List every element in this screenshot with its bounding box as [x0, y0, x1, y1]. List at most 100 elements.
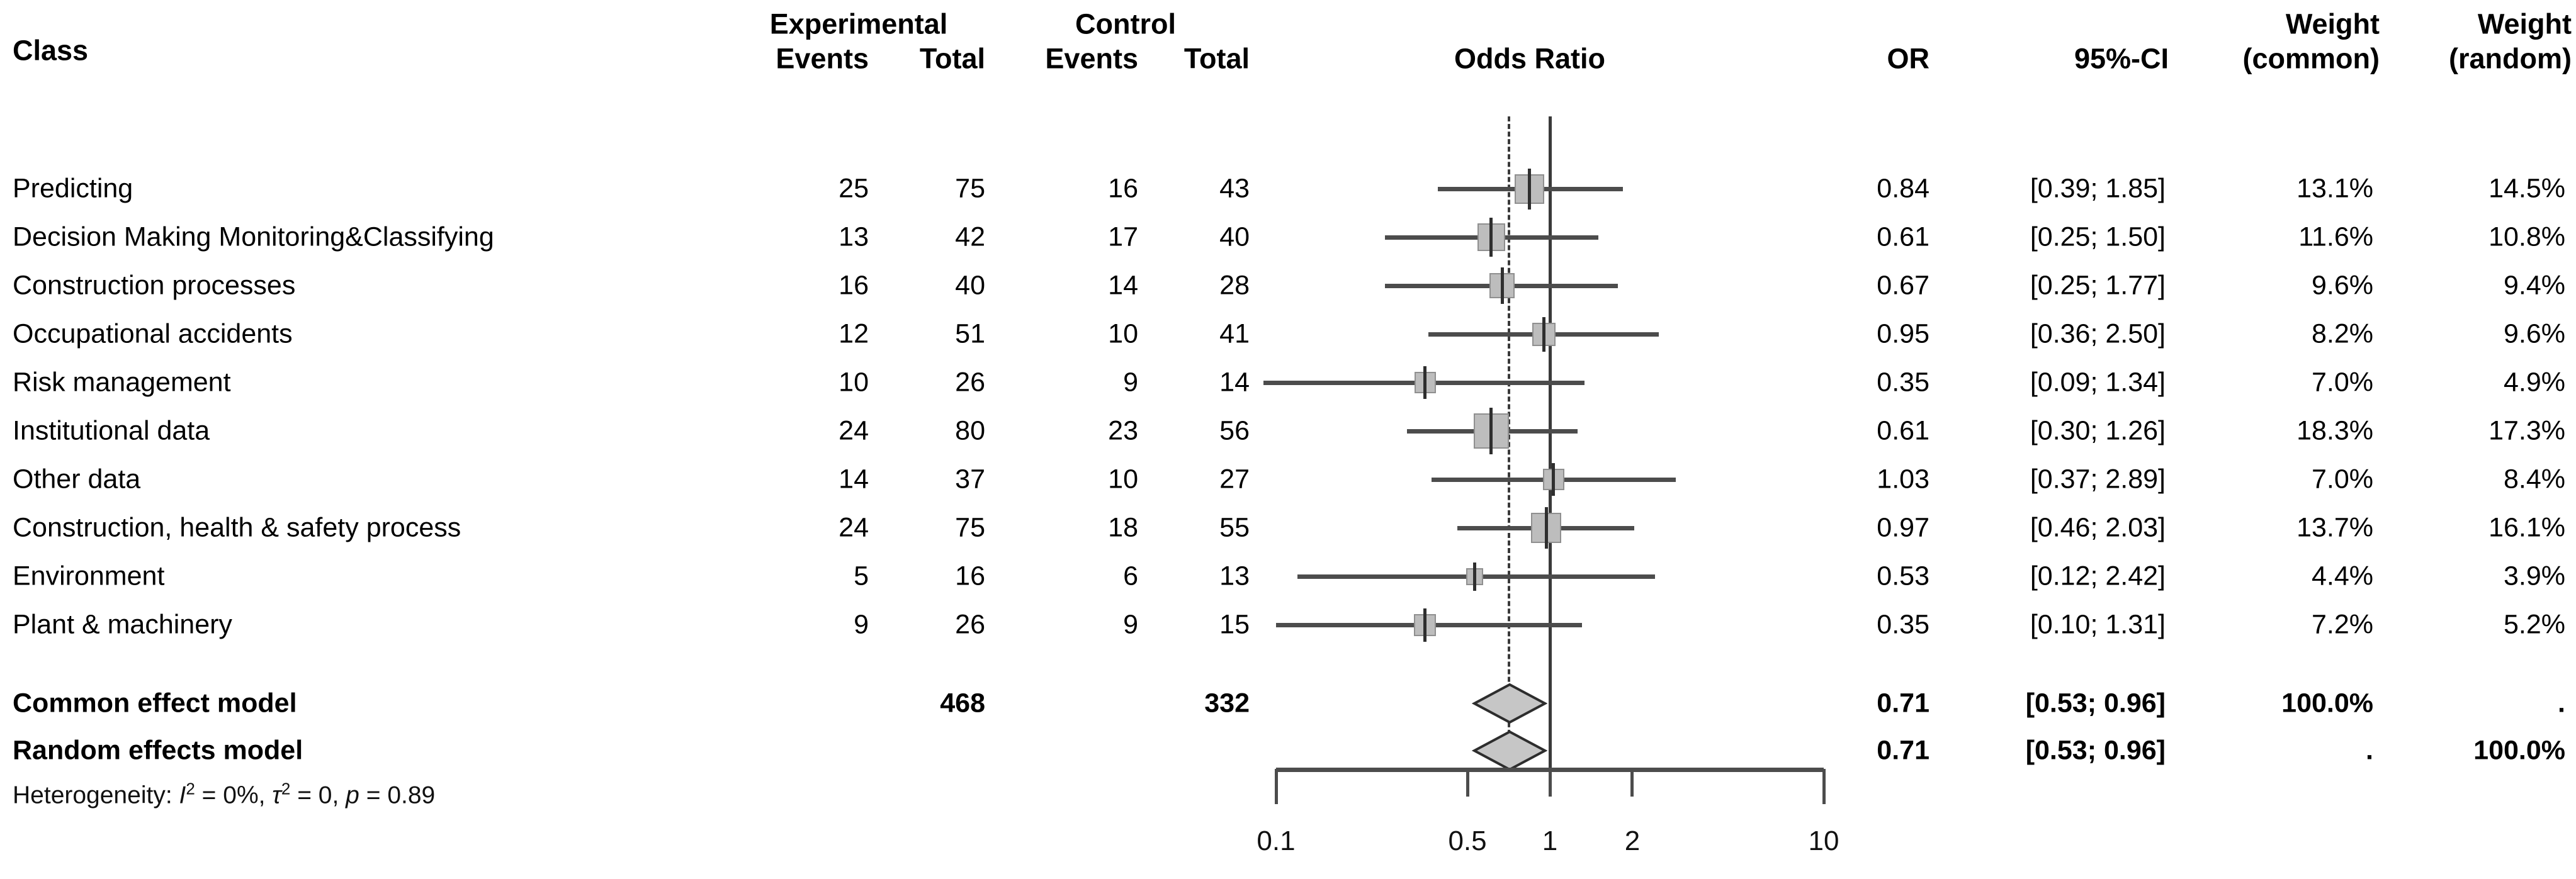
or-value: 0.61: [1877, 221, 1929, 252]
i-squared-sup: 2: [186, 779, 195, 798]
or-value: 0.95: [1877, 318, 1929, 349]
point-estimate-tick: [1544, 507, 1548, 549]
row-label: Decision Making Monitoring&Classifying: [13, 221, 494, 252]
column-header-or: OR: [1887, 42, 1930, 75]
column-header-weight-common-top: Weight: [2285, 8, 2380, 40]
row-label: Plant & machinery: [13, 609, 232, 640]
i-squared-value: = 0%,: [195, 781, 273, 809]
ctrl-events-value: 9: [1123, 609, 1138, 640]
column-header-experimental: Experimental: [769, 8, 948, 40]
exp-total-value: 80: [955, 415, 985, 446]
model-weight-random-value: .: [2558, 688, 2565, 719]
weight-common-value: 7.2%: [2311, 609, 2373, 640]
pooled-or-dashed-line: [1508, 116, 1511, 765]
column-header-exp-events: Events: [776, 42, 869, 75]
ctrl-events-value: 9: [1123, 367, 1138, 398]
point-estimate-tick: [1423, 608, 1427, 642]
row-label: Risk management: [13, 367, 231, 398]
exp-total-value: 75: [955, 512, 985, 543]
exp-events-value: 24: [839, 512, 869, 543]
pooled-diamond-shape: [1472, 683, 1548, 724]
tau-squared-sup: 2: [281, 779, 291, 798]
p-value: = 0.89: [359, 781, 436, 809]
ctrl-total-value: 27: [1219, 464, 1250, 495]
exp-total-value: 51: [955, 318, 985, 349]
row-label: Predicting: [13, 173, 133, 204]
point-estimate-tick: [1423, 366, 1427, 399]
axis-tick-label: 2: [1624, 826, 1641, 856]
or-value: 1.03: [1877, 464, 1929, 495]
axis-tick: [1274, 769, 1278, 804]
weight-common-value: 13.1%: [2296, 173, 2373, 204]
ctrl-total-value: 13: [1219, 561, 1250, 591]
ci-value: [0.37; 2.89]: [2030, 464, 2166, 495]
pooled-diamond: [1472, 683, 1548, 724]
ctrl-total-value: 28: [1219, 270, 1250, 301]
point-estimate-tick: [1527, 168, 1531, 210]
weight-common-value: 7.0%: [2311, 367, 2373, 398]
pooled-diamond: [1472, 730, 1548, 771]
axis-tick: [1548, 769, 1552, 797]
ci-value: [0.30; 1.26]: [2030, 415, 2166, 446]
weight-random-value: 8.4%: [2503, 464, 2565, 495]
exp-total-value: 40: [955, 270, 985, 301]
exp-total-value: 37: [955, 464, 985, 495]
weight-common-value: 4.4%: [2311, 561, 2373, 591]
weight-random-value: 14.5%: [2488, 173, 2565, 204]
or-value: 0.84: [1877, 173, 1929, 204]
axis-tick-label: 10: [1808, 826, 1839, 856]
weight-common-value: 13.7%: [2296, 512, 2373, 543]
exp-events-value: 16: [839, 270, 869, 301]
ctrl-events-value: 10: [1108, 464, 1138, 495]
ctrl-total-value: 15: [1219, 609, 1250, 640]
exp-total-value: 75: [955, 173, 985, 204]
ctrl-events-value: 18: [1108, 512, 1138, 543]
weight-random-value: 17.3%: [2488, 415, 2565, 446]
point-estimate-tick: [1552, 463, 1556, 496]
point-estimate-tick: [1500, 267, 1504, 304]
ctrl-events-value: 6: [1123, 561, 1138, 591]
ctrl-total-value: 43: [1219, 173, 1250, 204]
row-label: Institutional data: [13, 415, 210, 446]
or-value: 0.35: [1877, 367, 1929, 398]
column-header-ctrl-events: Events: [1045, 42, 1138, 75]
or-value: 0.97: [1877, 512, 1929, 543]
column-header-exp-total: Total: [919, 42, 985, 75]
model-label: Random effects model: [13, 735, 303, 766]
ci-value: [0.09; 1.34]: [2030, 367, 2166, 398]
column-header-ci: 95%-CI: [2074, 42, 2169, 75]
weight-common-value: 8.2%: [2311, 318, 2373, 349]
column-header-weight-common: (common): [2242, 42, 2380, 75]
exp-total-value: 42: [955, 221, 985, 252]
model-ci-value: [0.53; 0.96]: [2025, 688, 2166, 719]
weight-common-value: 9.6%: [2311, 270, 2373, 301]
exp-total-value: 26: [955, 609, 985, 640]
ctrl-events-value: 14: [1108, 270, 1138, 301]
exp-events-value: 13: [839, 221, 869, 252]
point-estimate-tick: [1472, 562, 1476, 591]
weight-random-value: 10.8%: [2488, 221, 2565, 252]
column-header-class: Class: [13, 34, 89, 67]
or-value: 0.67: [1877, 270, 1929, 301]
model-weight-common-value: .: [2366, 735, 2373, 766]
pooled-diamond-shape: [1472, 730, 1548, 771]
exp-events-value: 12: [839, 318, 869, 349]
exp-events-value: 14: [839, 464, 869, 495]
ctrl-total-value: 40: [1219, 221, 1250, 252]
model-ctrl-total: 332: [1204, 688, 1250, 719]
weight-common-value: 11.6%: [2298, 221, 2373, 252]
or-value: 0.35: [1877, 609, 1929, 640]
axis-tick-label: 0.1: [1257, 826, 1296, 856]
model-or-value: 0.71: [1877, 735, 1929, 766]
p-symbol: p: [346, 781, 359, 809]
model-or-value: 0.71: [1877, 688, 1929, 719]
model-label: Common effect model: [13, 688, 297, 719]
exp-events-value: 5: [854, 561, 869, 591]
weight-common-value: 18.3%: [2296, 415, 2373, 446]
weight-random-value: 16.1%: [2488, 512, 2565, 543]
axis-tick-label: 0.5: [1448, 826, 1487, 856]
ctrl-total-value: 41: [1219, 318, 1250, 349]
exp-total-value: 26: [955, 367, 985, 398]
tau-squared-symbol: τ: [272, 781, 281, 809]
